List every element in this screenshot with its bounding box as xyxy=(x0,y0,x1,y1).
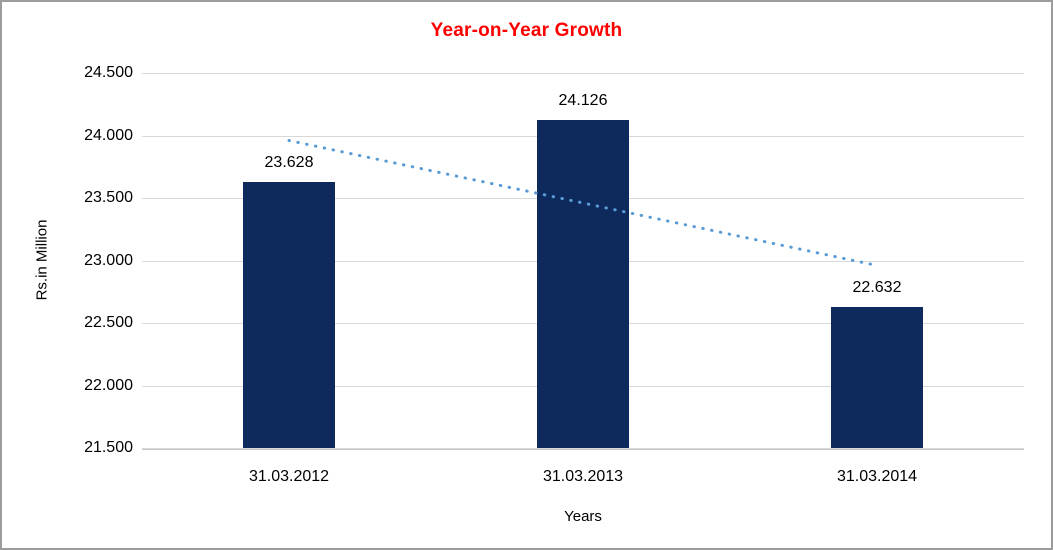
bar-31.03.2014 xyxy=(831,306,923,448)
y-tick-label: 21.500 xyxy=(84,439,133,456)
y-tick-label: 22.500 xyxy=(84,314,133,331)
y-tick-label: 23.500 xyxy=(84,189,133,206)
gridline xyxy=(142,448,1024,449)
bar-31.03.2013 xyxy=(537,119,629,448)
x-tick-label: 31.03.2013 xyxy=(542,468,624,485)
bar-value-label: 23.628 xyxy=(264,154,314,171)
gridline xyxy=(142,73,1024,74)
bar-31.03.2012 xyxy=(243,182,335,448)
y-tick-label: 24.000 xyxy=(84,126,133,144)
x-tick-label: 31.03.2012 xyxy=(248,468,330,485)
x-tick-label: 31.03.2014 xyxy=(836,468,918,485)
y-tick-label: 24.500 xyxy=(84,64,133,81)
chart-title: Year-on-Year Growth xyxy=(430,20,623,41)
bar-value-label: 22.632 xyxy=(852,278,902,296)
x-axis-title: Years xyxy=(564,508,602,525)
bar-value-label: 24.126 xyxy=(558,91,608,109)
plot-area: 23.628 24.126 22.632 xyxy=(142,73,1024,450)
y-tick-label: 22.000 xyxy=(84,376,133,394)
y-tick-label: 23.000 xyxy=(84,251,133,269)
